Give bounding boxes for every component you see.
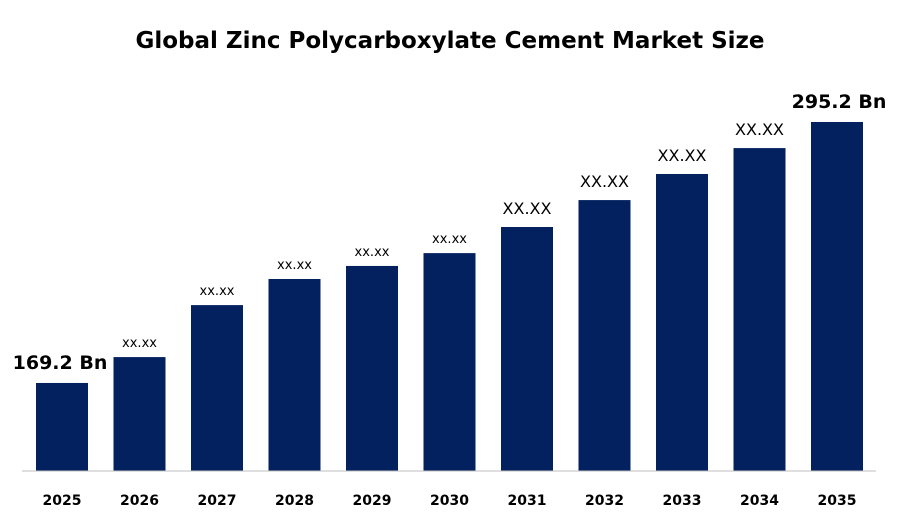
x-tick-label: 2029 bbox=[353, 493, 392, 509]
x-tick-label: 2030 bbox=[430, 493, 469, 509]
data-label: 169.2 Bn bbox=[13, 352, 108, 374]
data-label: xx.xx bbox=[200, 284, 235, 299]
bar-2032 bbox=[578, 200, 631, 471]
chart-title: Global Zinc Polycarboxylate Cement Marke… bbox=[135, 28, 764, 54]
bar-2027 bbox=[191, 305, 243, 471]
data-label: XX.XX bbox=[735, 120, 784, 139]
bar-2025 bbox=[36, 382, 88, 471]
data-label: 295.2 Bn bbox=[792, 91, 887, 113]
data-label: xx.xx bbox=[122, 336, 157, 351]
x-tick-label: 2027 bbox=[198, 493, 237, 509]
x-tick-label: 2028 bbox=[275, 493, 314, 509]
x-tick-label: 2035 bbox=[818, 493, 857, 509]
data-label: xx.xx bbox=[432, 232, 467, 247]
bar-2028 bbox=[268, 278, 321, 471]
bar-2035 bbox=[811, 122, 863, 471]
bar-2029 bbox=[346, 265, 398, 471]
x-tick-label: 2032 bbox=[585, 493, 624, 509]
data-label: XX.XX bbox=[658, 146, 707, 165]
bar-2033 bbox=[656, 173, 708, 471]
data-label: xx.xx bbox=[277, 258, 312, 273]
x-tick-label: 2033 bbox=[663, 493, 702, 509]
data-label: XX.XX bbox=[580, 172, 629, 191]
bar-2030 bbox=[423, 253, 476, 471]
x-tick-label: 2034 bbox=[740, 493, 779, 509]
x-tick-label: 2031 bbox=[508, 493, 547, 509]
bar-2034 bbox=[733, 148, 786, 471]
data-label: XX.XX bbox=[503, 199, 552, 218]
bar-2026 bbox=[113, 357, 166, 471]
bar-2031 bbox=[501, 227, 553, 471]
data-label: xx.xx bbox=[355, 245, 390, 260]
x-tick-label: 2026 bbox=[120, 493, 159, 509]
x-tick-label: 2025 bbox=[43, 493, 82, 509]
